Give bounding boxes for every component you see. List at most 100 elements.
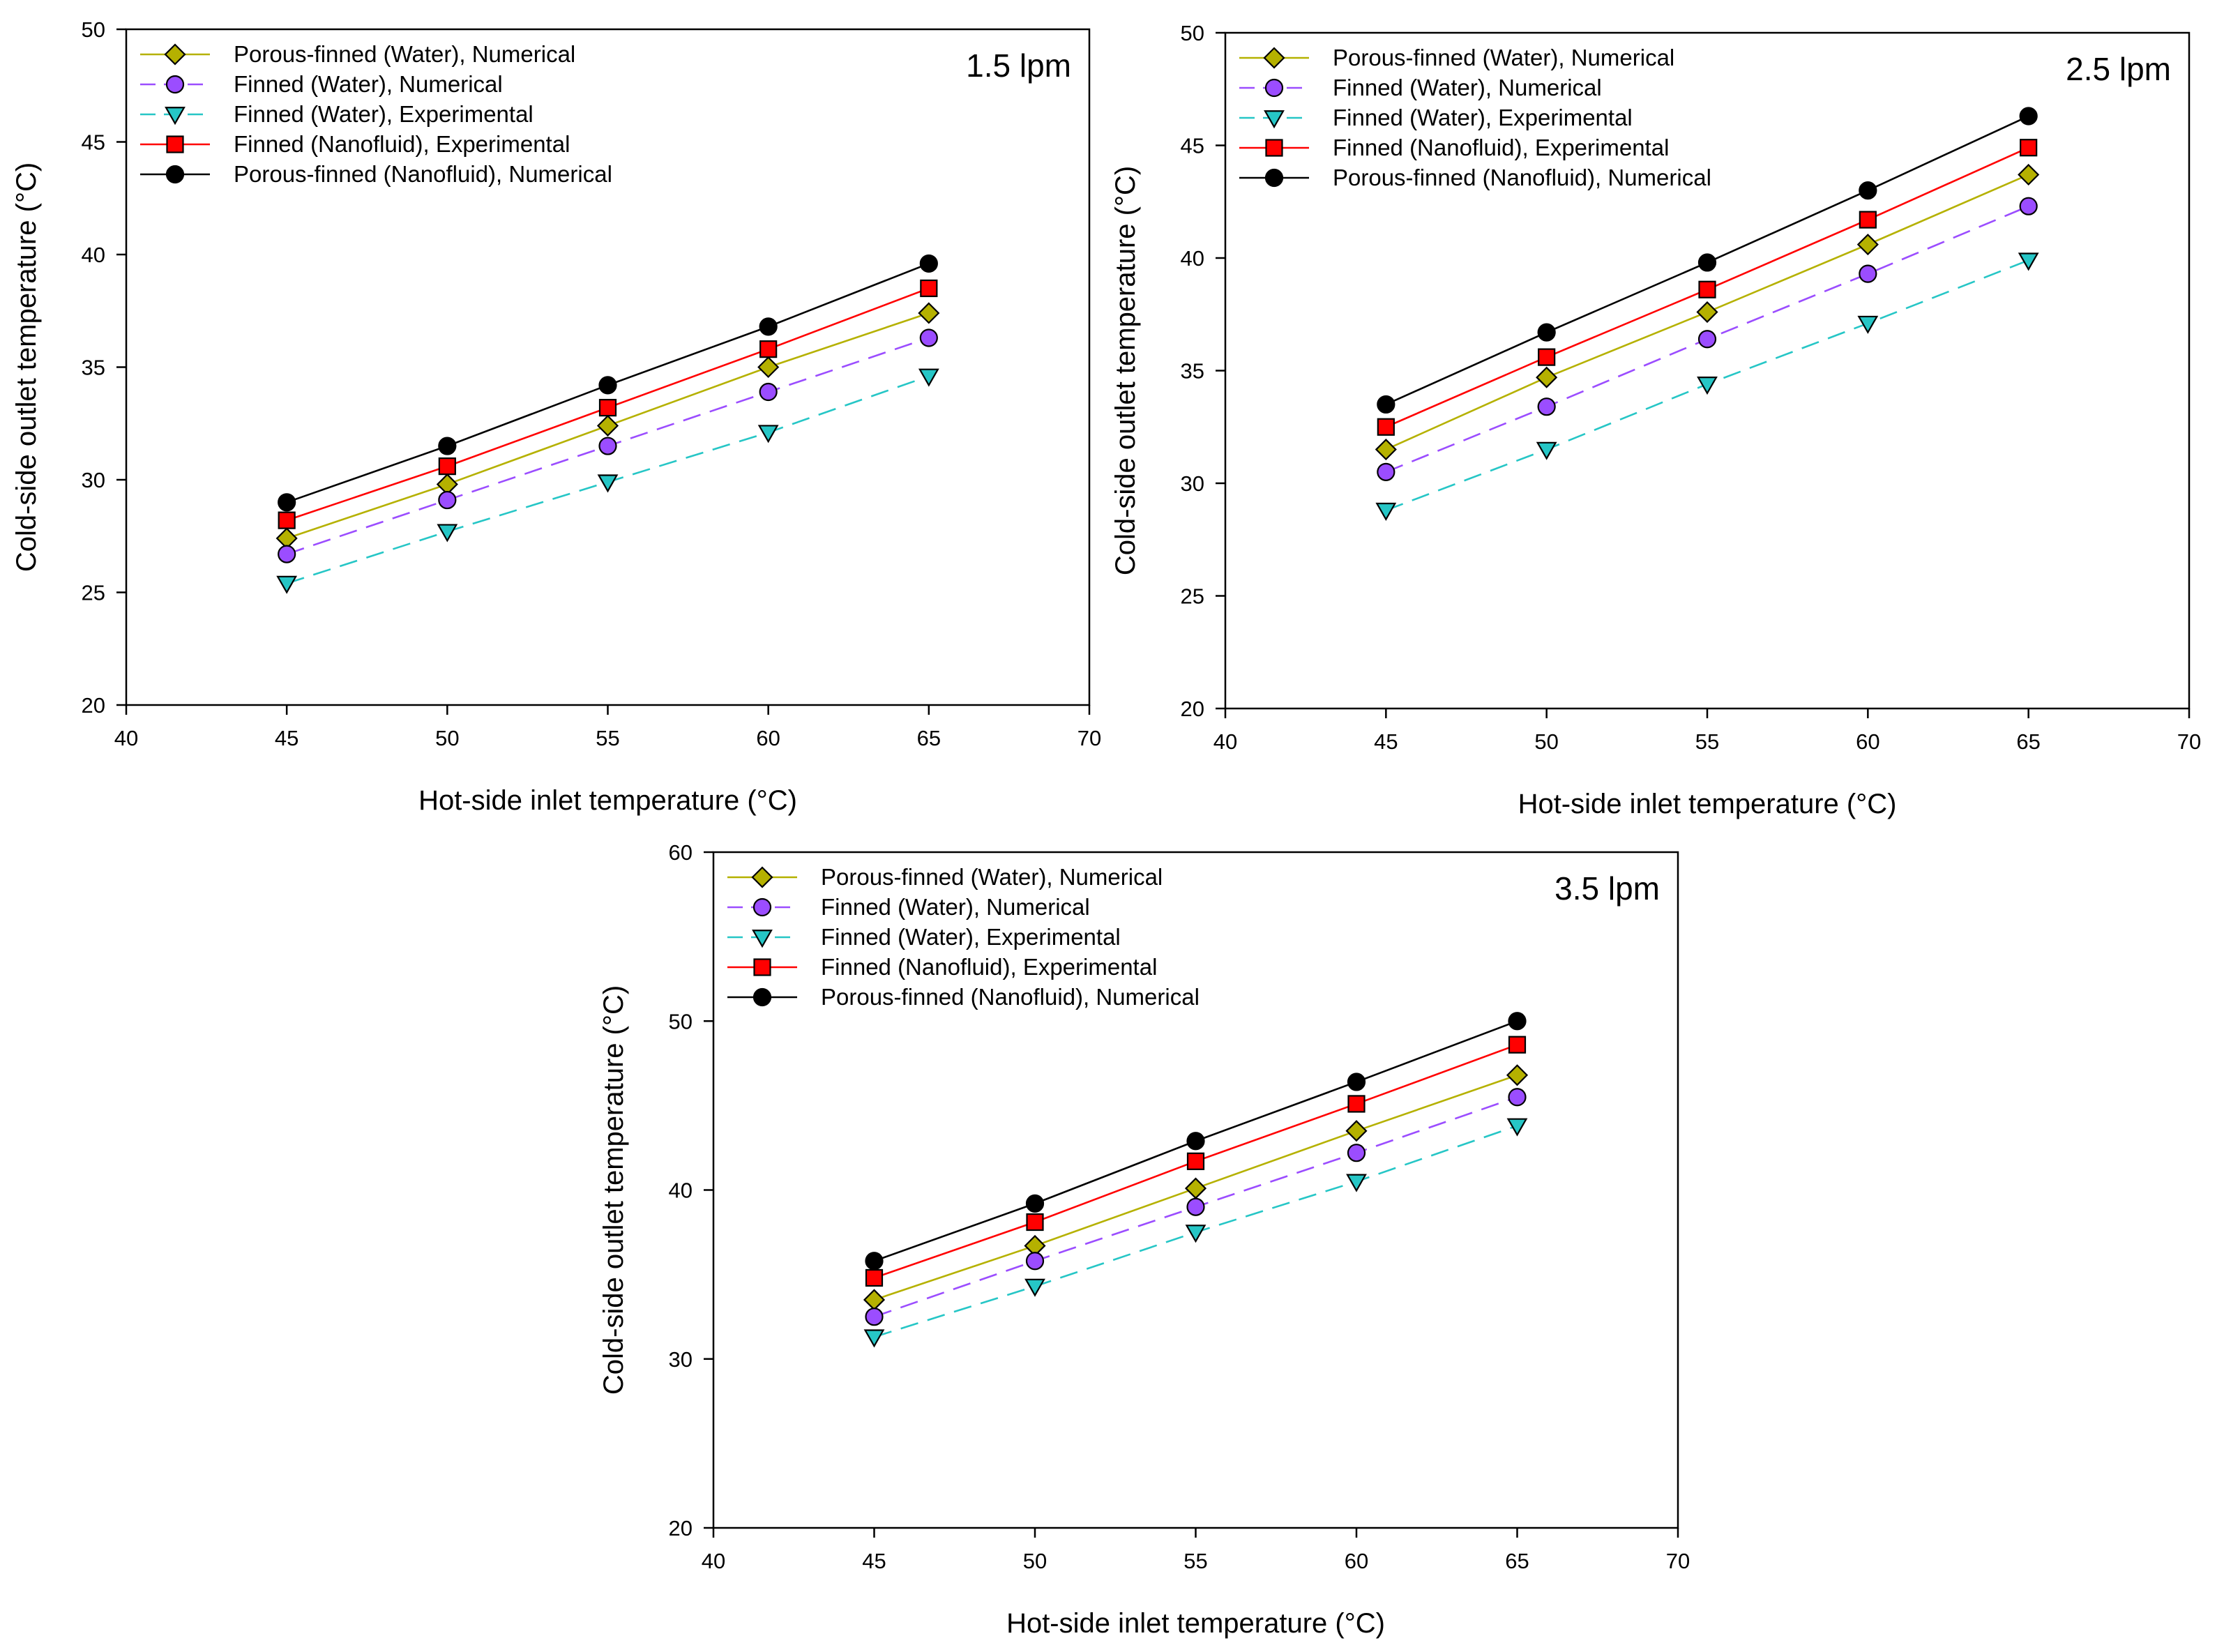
legend-item: Finned (Water), Experimental bbox=[140, 101, 534, 127]
data-point bbox=[919, 328, 938, 347]
data-point bbox=[598, 376, 617, 395]
legend-item: Porous-finned (Nanofluid), Numerical bbox=[727, 984, 1200, 1010]
x-tick-label: 45 bbox=[275, 726, 298, 750]
y-tick-label: 40 bbox=[669, 1179, 693, 1203]
x-tick-label: 55 bbox=[1183, 1549, 1207, 1573]
y-tick-label: 50 bbox=[82, 17, 105, 42]
y-tick-label: 30 bbox=[1181, 471, 1204, 496]
legend-marker bbox=[752, 897, 772, 917]
data-point bbox=[1696, 301, 1718, 324]
data-point bbox=[1859, 264, 1877, 283]
legend-label: Porous-finned (Water), Numerical bbox=[1333, 45, 1674, 70]
y-axis-title: Cold-side outlet temperature (°C) bbox=[598, 985, 629, 1395]
data-point bbox=[438, 457, 456, 476]
series-porous-finned-water-numerical bbox=[863, 1064, 1529, 1311]
legend-label: Finned (Water), Experimental bbox=[234, 101, 534, 127]
data-point bbox=[1536, 441, 1557, 460]
legend-item: Finned (Water), Numerical bbox=[727, 894, 1090, 920]
legend-item: Finned (Water), Experimental bbox=[727, 924, 1121, 950]
data-point bbox=[596, 414, 619, 437]
panel-label: 3.5 lpm bbox=[1554, 870, 1660, 907]
legend-label: Finned (Water), Numerical bbox=[234, 71, 503, 97]
data-point bbox=[1186, 1197, 1205, 1216]
series-finned-water-experimental bbox=[276, 368, 939, 594]
series-porous-finned-water-numerical bbox=[275, 302, 940, 550]
series-porous-finned-water-numerical bbox=[1375, 163, 2040, 461]
data-point bbox=[1538, 348, 1556, 366]
legend-marker bbox=[164, 43, 186, 66]
x-tick-label: 70 bbox=[1077, 726, 1101, 750]
legend-item: Finned (Water), Experimental bbox=[1239, 105, 1633, 130]
legend-item: Porous-finned (Nanofluid), Numerical bbox=[1239, 165, 1711, 190]
data-point bbox=[2018, 163, 2040, 186]
legend-label: Porous-finned (Nanofluid), Numerical bbox=[1333, 165, 1711, 190]
data-point bbox=[1859, 211, 1877, 229]
legend-marker bbox=[166, 135, 184, 153]
x-tick-label: 65 bbox=[2016, 729, 2040, 754]
data-point bbox=[1377, 462, 1395, 481]
data-point bbox=[865, 1252, 884, 1271]
series-finned-nanofluid-experimental bbox=[1377, 139, 2038, 436]
legend-item: Porous-finned (Water), Numerical bbox=[727, 864, 1163, 890]
legend-label: Porous-finned (Water), Numerical bbox=[234, 41, 575, 67]
legend-label: Finned (Water), Numerical bbox=[1333, 75, 1602, 100]
legend-item: Porous-finned (Nanofluid), Numerical bbox=[140, 161, 612, 187]
x-tick-label: 45 bbox=[862, 1549, 886, 1573]
data-point bbox=[1537, 323, 1556, 342]
y-tick-label: 25 bbox=[1181, 584, 1204, 609]
x-tick-label: 40 bbox=[702, 1549, 725, 1573]
data-point bbox=[438, 437, 457, 455]
data-point bbox=[1377, 395, 1395, 414]
data-point bbox=[863, 1289, 886, 1311]
legend-marker bbox=[1264, 78, 1284, 98]
legend-label: Finned (Nanofluid), Experimental bbox=[1333, 135, 1669, 160]
legend-marker bbox=[752, 987, 772, 1007]
data-point bbox=[1346, 1174, 1367, 1192]
y-tick-label: 20 bbox=[669, 1516, 693, 1540]
legend: Porous-finned (Water), Numerical Finned (… bbox=[727, 864, 1200, 1010]
chart-panel-2-5-lpm: 40 45 50 55 60 65 70 20 25 30 35 40 45 50 Hot-side inl… bbox=[1110, 21, 2201, 819]
y-tick-label: 20 bbox=[1181, 697, 1204, 721]
data-point bbox=[598, 399, 617, 417]
y-tick-label: 40 bbox=[1181, 246, 1204, 271]
y-tick-label: 40 bbox=[82, 243, 105, 267]
series-finned-water-experimental bbox=[863, 1118, 1528, 1348]
data-point bbox=[2019, 107, 2038, 126]
y-tick-label: 30 bbox=[669, 1347, 693, 1372]
y-tick-label: 35 bbox=[82, 356, 105, 380]
legend-label: Porous-finned (Water), Numerical bbox=[821, 864, 1163, 890]
x-tick-label: 50 bbox=[1534, 729, 1558, 754]
data-point bbox=[759, 340, 778, 358]
data-point bbox=[865, 1308, 884, 1326]
panel-label: 1.5 lpm bbox=[966, 47, 1071, 84]
legend-item: Finned (Nanofluid), Experimental bbox=[140, 131, 570, 157]
legend-item: Finned (Nanofluid), Experimental bbox=[1239, 135, 1669, 160]
data-point bbox=[2018, 252, 2039, 271]
y-tick-label: 25 bbox=[82, 581, 105, 605]
data-point bbox=[1698, 280, 1716, 298]
data-point bbox=[278, 511, 296, 529]
x-tick-label: 70 bbox=[1666, 1549, 1690, 1573]
series-porous-finned-nanofluid-numerical bbox=[865, 1012, 1527, 1271]
legend-label: Porous-finned (Nanofluid), Numerical bbox=[821, 984, 1200, 1010]
y-axis-title: Cold-side outlet temperature (°C) bbox=[1110, 166, 1141, 575]
data-point bbox=[437, 524, 458, 543]
x-axis-title: Hot-side inlet temperature (°C) bbox=[1006, 1608, 1385, 1639]
chart-panel-1-5-lpm: 40 45 50 55 60 65 70 20 25 30 35 40 45 50 Hot-side inl… bbox=[11, 17, 1101, 816]
data-point bbox=[1345, 1120, 1368, 1142]
data-point bbox=[1697, 253, 1717, 272]
data-point bbox=[1506, 1118, 1528, 1137]
series-finned-nanofluid-experimental bbox=[278, 279, 938, 529]
data-point bbox=[1024, 1278, 1045, 1297]
data-point bbox=[2019, 197, 2038, 215]
y-tick-label: 50 bbox=[669, 1009, 693, 1033]
series-finned-water-numerical bbox=[865, 1088, 1527, 1326]
x-tick-label: 50 bbox=[1023, 1549, 1047, 1573]
legend-label: Finned (Water), Experimental bbox=[1333, 105, 1633, 130]
data-point bbox=[1508, 1012, 1527, 1031]
data-point bbox=[1856, 234, 1879, 256]
data-point bbox=[759, 382, 778, 402]
legend-marker bbox=[1264, 110, 1285, 129]
y-axis-title: Cold-side outlet temperature (°C) bbox=[11, 162, 42, 572]
x-tick-label: 60 bbox=[1345, 1549, 1368, 1573]
